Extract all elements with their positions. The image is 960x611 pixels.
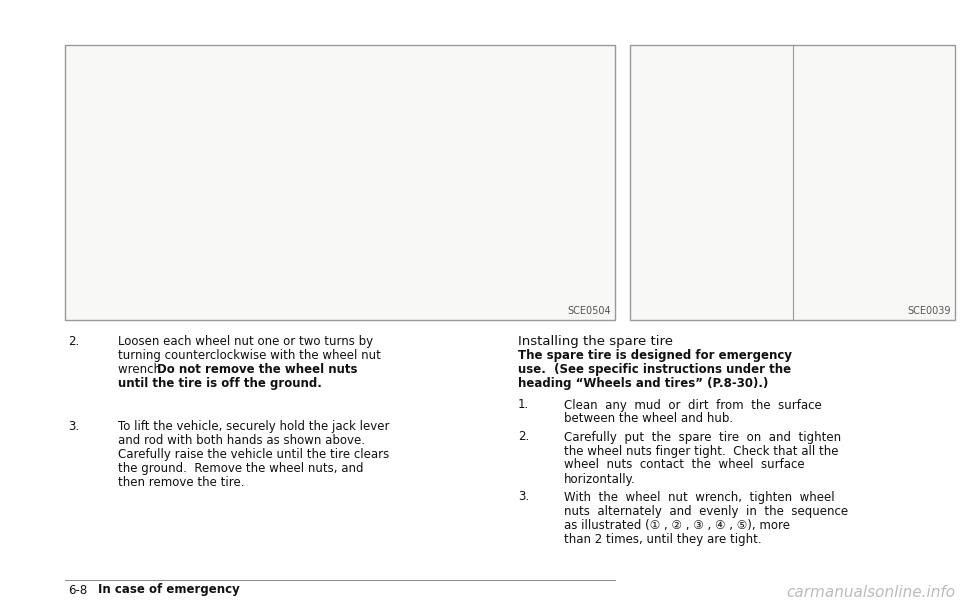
Text: 3.: 3. [68,420,79,433]
Text: as illustrated (① , ② , ③ , ④ , ⑤), more: as illustrated (① , ② , ③ , ④ , ⑤), more [564,519,790,532]
Text: use.  (See specific instructions under the: use. (See specific instructions under th… [518,362,791,376]
Text: between the wheel and hub.: between the wheel and hub. [564,412,733,425]
Bar [630,45,955,320]
Text: 2.: 2. [68,335,80,348]
Text: 1.: 1. [518,398,529,411]
Text: The spare tire is designed for emergency: The spare tire is designed for emergency [518,348,792,362]
Text: until the tire is off the ground.: until the tire is off the ground. [118,377,322,390]
Text: Do not remove the wheel nuts: Do not remove the wheel nuts [157,363,358,376]
Text: 3.: 3. [518,491,529,503]
Text: Installing the spare tire: Installing the spare tire [518,335,673,348]
Text: the wheel nuts finger tight.  Check that all the: the wheel nuts finger tight. Check that … [564,444,838,458]
Text: wrench.: wrench. [118,363,169,376]
Text: 2.: 2. [518,431,529,444]
Text: In case of emergency: In case of emergency [98,584,240,596]
Text: 6-8: 6-8 [68,584,87,596]
Text: Loosen each wheel nut one or two turns by: Loosen each wheel nut one or two turns b… [118,335,373,348]
Text: the ground.  Remove the wheel nuts, and: the ground. Remove the wheel nuts, and [118,462,364,475]
Text: Carefully  put  the  spare  tire  on  and  tighten: Carefully put the spare tire on and tigh… [564,431,841,444]
Text: Clean  any  mud  or  dirt  from  the  surface: Clean any mud or dirt from the surface [564,398,822,411]
Text: heading “Wheels and tires” (P.8-30).): heading “Wheels and tires” (P.8-30).) [518,376,768,389]
Text: and rod with both hands as shown above.: and rod with both hands as shown above. [118,434,365,447]
Text: wheel  nuts  contact  the  wheel  surface: wheel nuts contact the wheel surface [564,458,804,472]
Text: SCE0504: SCE0504 [567,306,611,316]
Text: With  the  wheel  nut  wrench,  tighten  wheel: With the wheel nut wrench, tighten wheel [564,491,834,503]
Text: then remove the tire.: then remove the tire. [118,476,245,489]
Text: carmanualsonline.info: carmanualsonline.info [786,585,955,600]
Text: To lift the vehicle, securely hold the jack lever: To lift the vehicle, securely hold the j… [118,420,390,433]
Text: turning counterclockwise with the wheel nut: turning counterclockwise with the wheel … [118,349,381,362]
Text: Carefully raise the vehicle until the tire clears: Carefully raise the vehicle until the ti… [118,448,389,461]
Text: SCE0039: SCE0039 [907,306,951,316]
Bar [65,45,615,320]
Text: horizontally.: horizontally. [564,472,636,486]
Text: nuts  alternately  and  evenly  in  the  sequence: nuts alternately and evenly in the seque… [564,505,848,518]
Text: than 2 times, until they are tight.: than 2 times, until they are tight. [564,533,761,546]
